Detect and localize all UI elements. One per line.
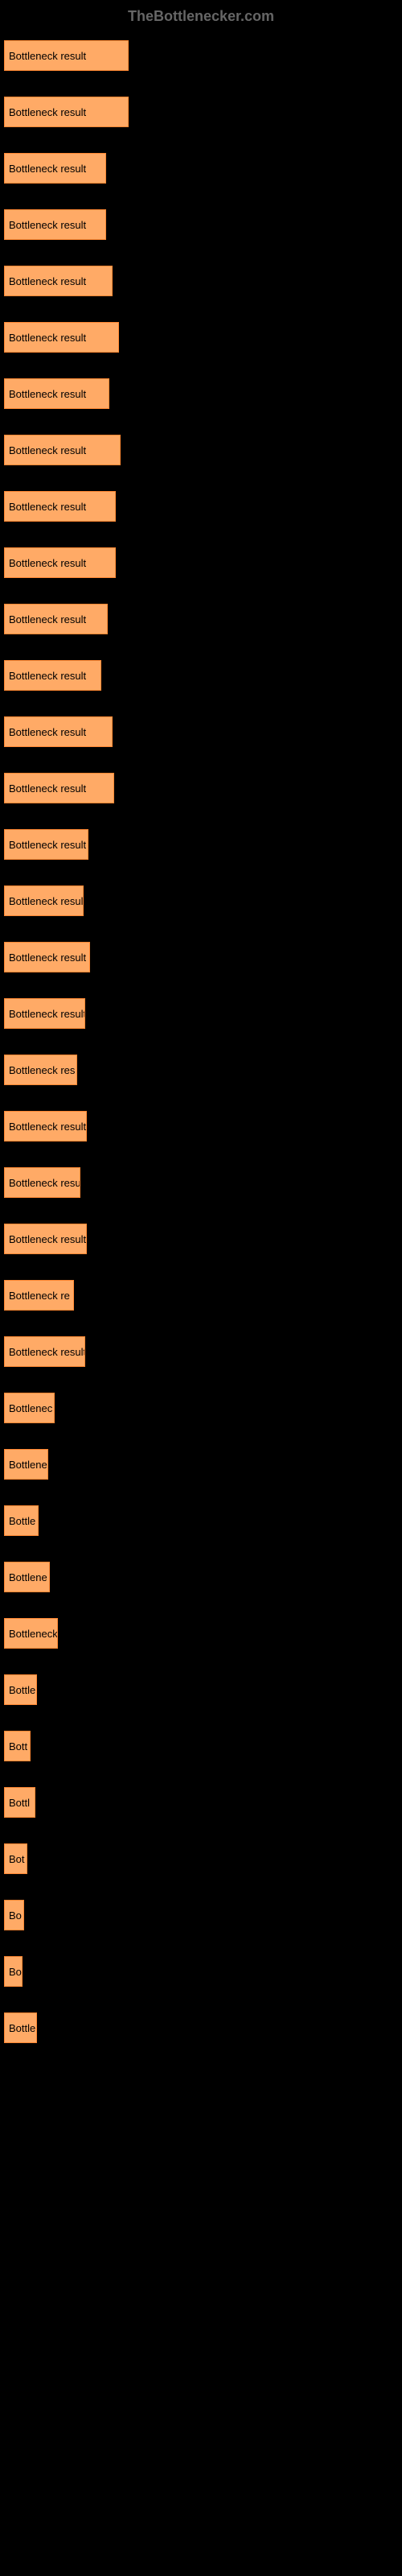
- bottleneck-bar[interactable]: Bottleneck result: [4, 435, 121, 465]
- bottleneck-bar[interactable]: Bottleneck result: [4, 266, 113, 296]
- bottleneck-bar[interactable]: Bottlene: [4, 1562, 50, 1592]
- bar-group: Bottleneck result: [4, 319, 398, 353]
- bar-group: Bottleneck result: [4, 150, 398, 184]
- bottleneck-bar[interactable]: Bott: [4, 1731, 31, 1761]
- bar-group: Bottleneck result: [4, 770, 398, 803]
- bar-group: Bottleneck result: [4, 93, 398, 127]
- bar-group: Bottleneck result: [4, 488, 398, 522]
- bottleneck-bar[interactable]: Bottleneck result: [4, 1111, 87, 1141]
- bottleneck-bar[interactable]: Bottleneck result: [4, 998, 85, 1029]
- bar-group: Bottleneck result: [4, 826, 398, 860]
- bottleneck-bar[interactable]: Bottleneck result: [4, 660, 101, 691]
- bar-group: Bottleneck result: [4, 713, 398, 747]
- bottleneck-bar[interactable]: Bottleneck result: [4, 322, 119, 353]
- bottleneck-bar[interactable]: Bot: [4, 1843, 27, 1874]
- bottleneck-bar[interactable]: Bottleneck result: [4, 1336, 85, 1367]
- bottleneck-bar[interactable]: Bottle: [4, 2013, 37, 2043]
- bottleneck-bar[interactable]: Bottl: [4, 1787, 35, 1818]
- bar-group: Bot: [4, 1840, 398, 1874]
- bottleneck-bar[interactable]: Bottleneck re: [4, 1280, 74, 1311]
- bar-group: Bottlene: [4, 1558, 398, 1592]
- bottleneck-bar[interactable]: Bottleneck result: [4, 40, 129, 71]
- bar-group: Bottleneck result: [4, 431, 398, 465]
- bar-group: Bottle: [4, 2009, 398, 2043]
- bar-group: Bo: [4, 1897, 398, 1930]
- bottleneck-bar[interactable]: Bottleneck result: [4, 1224, 87, 1254]
- bottleneck-bar[interactable]: Bottleneck result: [4, 829, 88, 860]
- bottleneck-bar[interactable]: Bottleneck result: [4, 942, 90, 972]
- bar-group: Bottleneck result: [4, 601, 398, 634]
- bar-group: Bottleneck resu: [4, 1164, 398, 1198]
- bottleneck-bar[interactable]: Bo: [4, 1900, 24, 1930]
- bar-group: Bottleneck result: [4, 939, 398, 972]
- bar-group: Bottleneck: [4, 1615, 398, 1649]
- bar-group: Bott: [4, 1728, 398, 1761]
- bar-group: Bo: [4, 1953, 398, 1987]
- bar-group: Bottleneck result: [4, 1108, 398, 1141]
- bottleneck-chart: Bottleneck result Bottleneck result Bottle…: [0, 37, 402, 2043]
- bar-group: Bottle: [4, 1502, 398, 1536]
- bar-group: Bottleneck re: [4, 1277, 398, 1311]
- bottleneck-bar[interactable]: Bottleneck result: [4, 773, 114, 803]
- bottleneck-bar[interactable]: Bottleneck: [4, 1618, 58, 1649]
- bar-group: Bottleneck result: [4, 657, 398, 691]
- bar-group: Bottleneck result: [4, 37, 398, 71]
- bottleneck-bar[interactable]: Bottle: [4, 1505, 39, 1536]
- bottleneck-bar[interactable]: Bottlenec: [4, 1393, 55, 1423]
- bar-group: Bottleneck result: [4, 1220, 398, 1254]
- bar-group: Bottleneck result: [4, 995, 398, 1029]
- bottleneck-bar[interactable]: Bottleneck result: [4, 716, 113, 747]
- bar-group: Bottleneck result: [4, 544, 398, 578]
- bar-group: Bottleneck result: [4, 206, 398, 240]
- bar-group: Bottleneck result: [4, 882, 398, 916]
- bar-group: Bottlenec: [4, 1389, 398, 1423]
- bar-group: Bottlene: [4, 1446, 398, 1480]
- bottleneck-bar[interactable]: Bo: [4, 1956, 23, 1987]
- bar-group: Bottleneck result: [4, 262, 398, 296]
- bottleneck-bar[interactable]: Bottle: [4, 1674, 37, 1705]
- bottleneck-bar[interactable]: Bottleneck result: [4, 153, 106, 184]
- bottleneck-bar[interactable]: Bottleneck res: [4, 1055, 77, 1085]
- site-header: TheBottlenecker.com: [0, 8, 402, 25]
- bottleneck-bar[interactable]: Bottleneck resu: [4, 1167, 80, 1198]
- bar-group: Bottleneck result: [4, 375, 398, 409]
- bottleneck-bar[interactable]: Bottleneck result: [4, 491, 116, 522]
- bottleneck-bar[interactable]: Bottlene: [4, 1449, 48, 1480]
- bar-group: Bottl: [4, 1784, 398, 1818]
- bar-group: Bottleneck res: [4, 1051, 398, 1085]
- bar-group: Bottle: [4, 1671, 398, 1705]
- bottleneck-bar[interactable]: Bottleneck result: [4, 209, 106, 240]
- bottleneck-bar[interactable]: Bottleneck result: [4, 547, 116, 578]
- bottleneck-bar[interactable]: Bottleneck result: [4, 378, 109, 409]
- bottleneck-bar[interactable]: Bottleneck result: [4, 97, 129, 127]
- bottleneck-bar[interactable]: Bottleneck result: [4, 604, 108, 634]
- bottleneck-bar[interactable]: Bottleneck result: [4, 886, 84, 916]
- bar-group: Bottleneck result: [4, 1333, 398, 1367]
